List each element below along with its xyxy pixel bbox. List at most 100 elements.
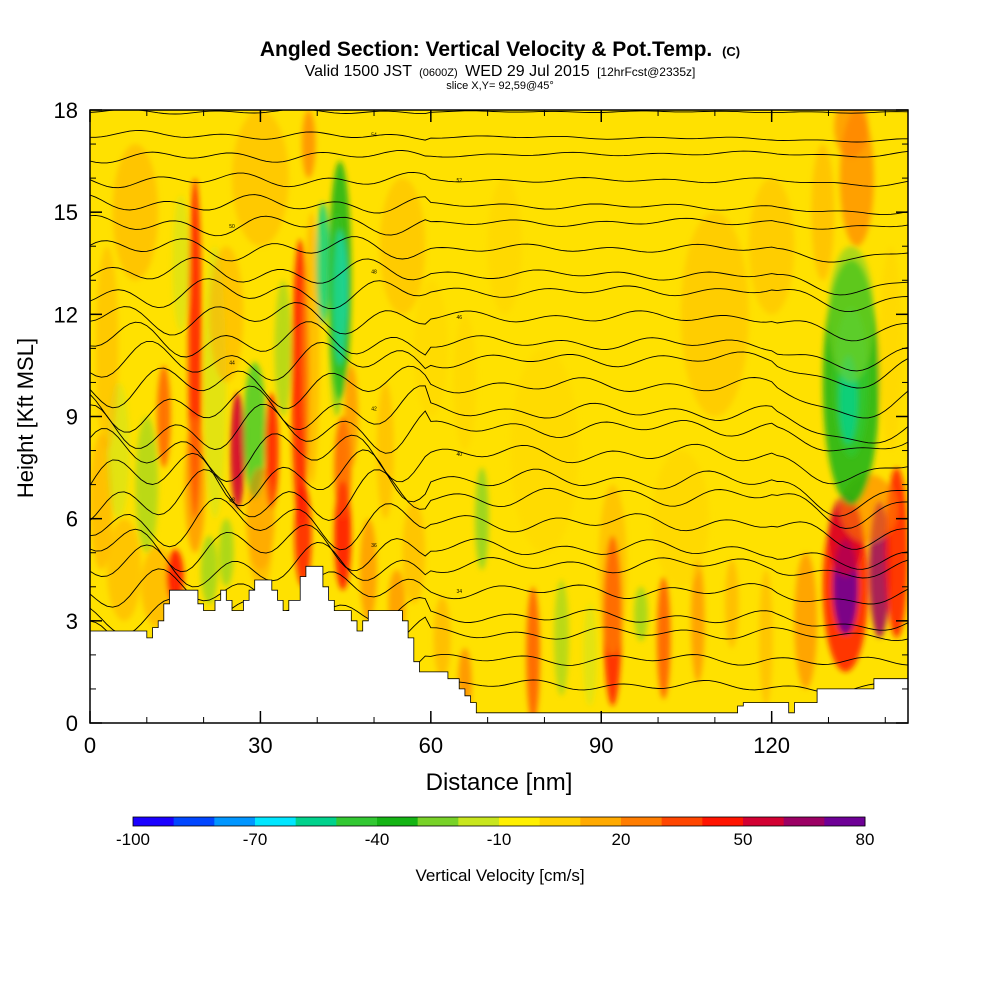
velocity-cell: [107, 518, 142, 621]
colorbar-swatch: [661, 817, 703, 826]
theta-contour: [90, 524, 908, 573]
terrain-mask: [90, 565, 908, 723]
y-tick-label: 6: [66, 507, 78, 532]
velocity-cell: [301, 110, 316, 179]
velocity-cell: [359, 518, 377, 621]
velocity-cell: [680, 212, 749, 417]
y-tick-label: 12: [54, 302, 78, 327]
colorbar-tick-label: -70: [243, 830, 268, 849]
x-tick-label: 0: [84, 733, 96, 758]
contour-label: 42: [371, 406, 377, 412]
theta-contour: [90, 257, 908, 296]
colorbar-swatch: [255, 817, 297, 826]
contour-label: 40: [456, 452, 462, 458]
colorbar-tick-label: -10: [487, 830, 512, 849]
velocity-cell: [510, 348, 579, 553]
velocity-cell: [453, 314, 477, 451]
velocity-cell: [811, 144, 835, 281]
velocity-cell: [316, 201, 330, 325]
colorbar-swatch: [295, 817, 337, 826]
contour-label: 36: [371, 543, 377, 549]
velocity-cell: [691, 559, 705, 683]
theta-contour: [90, 321, 908, 372]
colorbar-tick-label: -40: [365, 830, 390, 849]
velocity-cell: [172, 195, 190, 332]
velocity-cell: [759, 569, 773, 706]
velocity-cell: [634, 586, 648, 642]
slice-info: slice X,Y= 92,59@45°: [446, 80, 554, 92]
velocity-cell: [583, 603, 597, 706]
contour-label: 34: [456, 589, 462, 595]
colorbar: -100 -70 -40 -10 20 50 80: [116, 816, 875, 849]
y-tick-label: 15: [54, 200, 78, 225]
theta-contour: [90, 385, 908, 444]
velocity-field: [90, 110, 908, 723]
plot-area: 30323436384042444648505254: [90, 110, 908, 723]
x-tick-label: 30: [248, 733, 272, 758]
contour-label: 50: [229, 224, 235, 230]
colorbar-swatch: [499, 817, 541, 826]
velocity-cell: [184, 416, 206, 553]
theta-contour: [90, 449, 908, 517]
contour-label: 44: [229, 361, 235, 367]
theta-contour: [90, 171, 908, 189]
velocity-cell: [274, 280, 292, 417]
colorbar-tick-label: 80: [856, 830, 875, 849]
x-tick-label: 120: [753, 733, 790, 758]
y-tick-label: 9: [66, 405, 78, 430]
colorbar-frame: [132, 816, 866, 827]
theta-contour: [90, 302, 908, 342]
colorbar-swatch: [702, 817, 744, 826]
velocity-cell: [794, 552, 818, 689]
theta-contour: [90, 236, 908, 263]
theta-contour: [90, 365, 908, 419]
theta-contour: [90, 403, 908, 454]
velocity-cell: [487, 178, 522, 315]
velocity-cell: [652, 450, 710, 587]
velocity-cell: [598, 484, 627, 655]
theta-contour: [90, 150, 908, 164]
y-tick-label: 0: [66, 711, 78, 736]
velocity-cell: [526, 586, 540, 723]
potential-temperature-contours: [90, 110, 908, 701]
colorbar-tick-label: -100: [116, 830, 150, 849]
y-tick-label: 3: [66, 609, 78, 634]
colorbar-swatch: [458, 817, 500, 826]
colorbar-swatch: [214, 817, 256, 826]
colorbar-swatch: [743, 817, 785, 826]
colorbar-swatch: [539, 817, 581, 826]
theta-contour: [90, 568, 908, 612]
chart-subtitle: Valid 1500 JST (0600Z) WED 29 Jul 2015 […: [305, 63, 696, 80]
velocity-cell: [200, 535, 218, 604]
colorbar-swatch: [173, 817, 215, 826]
velocity-cell: [243, 362, 267, 499]
theta-contour: [90, 194, 908, 216]
velocity-cell: [218, 518, 234, 587]
colorbar-swatch: [824, 817, 866, 826]
velocity-cell: [834, 110, 869, 158]
velocity-cell: [328, 212, 346, 417]
colorbar-label: Vertical Velocity [cm/s]: [415, 866, 584, 885]
chart-title: Angled Section: Vertical Velocity & Pot.…: [260, 38, 740, 61]
title-units: (C): [722, 44, 740, 59]
velocity-cell: [879, 246, 903, 451]
colorbar-swatch: [783, 817, 825, 826]
x-axis-label: Distance [nm]: [426, 769, 573, 796]
contour-label: 46: [456, 315, 462, 321]
velocity-cell: [379, 178, 426, 315]
velocity-cell: [294, 484, 312, 587]
colorbar-swatch: [377, 817, 419, 826]
velocity-cell: [402, 501, 426, 604]
velocity-cell: [413, 280, 448, 417]
theta-contour: [90, 278, 908, 313]
colorbar-swatch: [417, 817, 459, 826]
colorbar-swatch: [621, 817, 663, 826]
y-tick-label: 18: [54, 98, 78, 123]
colorbar-swatch: [580, 817, 622, 826]
velocity-cell: [135, 416, 159, 553]
colorbar-swatch: [133, 817, 175, 826]
contour-label: 38: [229, 498, 235, 504]
velocity-cell: [95, 246, 119, 451]
